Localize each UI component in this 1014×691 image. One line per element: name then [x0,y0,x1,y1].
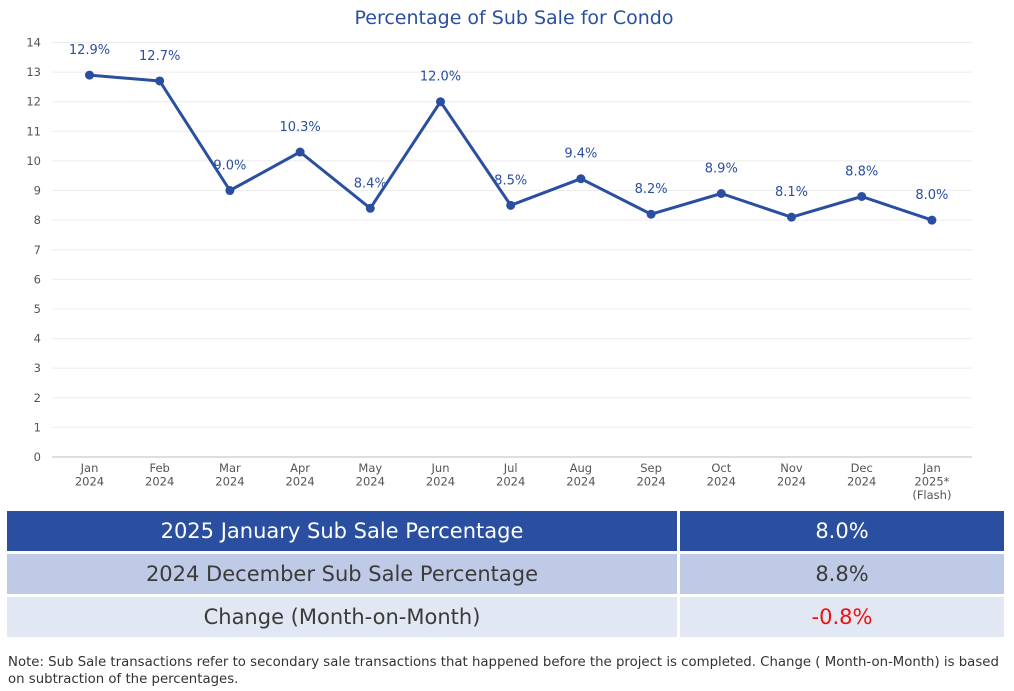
summary-value: 8.0% [680,511,1004,551]
x-axis-ticks: Jan 2024 Feb 2024 Mar 2024 Apr 2024 May 2024 Jun 20… [75,461,952,502]
summary-label: Change (Month-on-Month) [7,594,680,637]
y-tick-label: 7 [34,243,41,257]
data-label: 12.7% [139,49,180,64]
data-point [646,209,656,219]
x-tick-label: Sep 2024 [636,461,665,489]
data-label: 9.0% [213,159,246,174]
data-point [225,186,235,196]
data-label: 12.0% [420,70,461,85]
x-tick-label: May 2024 [356,461,385,489]
summary-row-change: Change (Month-on-Month) -0.8% [7,594,1004,637]
data-label: 12.9% [69,43,110,58]
data-label: 9.4% [564,147,597,162]
summary-value: 8.8% [680,551,1004,594]
data-point [365,203,375,213]
summary-label: 2024 December Sub Sale Percentage [7,551,680,594]
x-tick-label: Jan 2024 [75,461,104,489]
x-tick-label: Dec 2024 [847,461,876,489]
y-tick-label: 6 [34,272,41,286]
y-tick-label: 4 [34,332,41,346]
y-tick-label: 10 [26,154,41,168]
y-tick-label: 2 [34,391,41,405]
y-tick-label: 8 [34,213,41,227]
x-tick-label: Apr 2024 [285,461,314,489]
x-tick-label: Jun 2024 [426,461,455,489]
x-tick-label: Feb 2024 [145,461,174,489]
footnote: Note: Sub Sale transactions refer to sec… [8,655,999,687]
data-point [506,200,516,210]
y-tick-label: 13 [26,65,41,79]
y-tick-label: 5 [34,302,41,316]
x-tick-label: Oct 2024 [707,461,736,489]
data-labels: 12.9% 12.7% 9.0% 10.3% 8.4% 12.0% 8.5% 9.4% 8.2%… [69,43,949,203]
x-tick-label: Jan 2025* (Flash) [912,461,951,502]
x-tick-label: Aug 2024 [566,461,595,489]
data-label: 8.1% [775,185,808,200]
data-point [295,147,305,157]
data-label: 8.5% [494,173,527,188]
grid-lines [52,42,972,458]
x-tick-label: Mar 2024 [215,461,244,489]
data-points [85,70,937,225]
y-tick-label: 12 [26,95,41,109]
y-tick-label: 14 [26,36,41,50]
data-point [787,212,796,222]
y-tick-label: 9 [34,184,41,198]
summary-label: 2025 January Sub Sale Percentage [7,511,680,551]
y-tick-label: 11 [26,124,41,138]
data-point [927,215,937,225]
data-label: 8.2% [635,182,668,197]
x-tick-label: Nov 2024 [777,461,806,489]
data-label: 8.8% [845,164,878,179]
data-point [576,174,586,184]
summary-row-current: 2025 January Sub Sale Percentage 8.0% [7,511,1004,551]
summary-table: 2025 January Sub Sale Percentage 8.0% 20… [7,511,1004,637]
x-tick-label: Jul 2024 [496,461,525,489]
data-point [85,70,94,80]
data-point [155,76,165,86]
data-label: 8.0% [915,188,948,203]
y-tick-label: 3 [34,361,41,375]
data-label: 8.9% [705,161,738,176]
chart-title: Percentage of Sub Sale for Condo [355,7,674,29]
summary-change-value: -0.8% [680,594,1004,637]
y-tick-label: 0 [34,450,41,464]
data-label: 8.4% [354,176,387,191]
y-tick-label: 1 [34,420,41,434]
data-point [436,97,445,107]
summary-row-previous: 2024 December Sub Sale Percentage 8.8% [7,551,1004,594]
data-point [716,188,726,198]
data-point [857,191,867,201]
line-chart: Percentage of Sub Sale for Condo 0123456… [26,7,972,502]
data-label: 10.3% [279,120,320,135]
